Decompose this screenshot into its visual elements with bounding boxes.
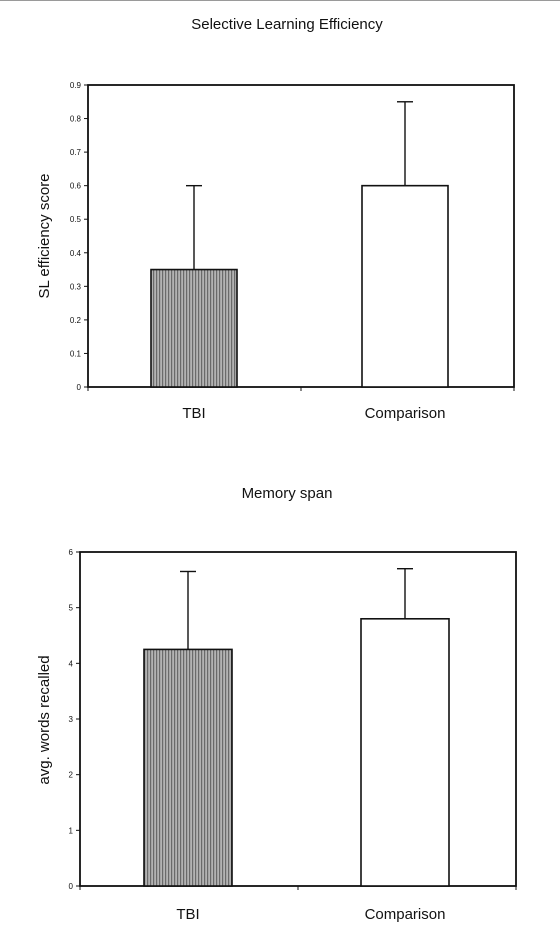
- bar-comparison: [360, 617, 450, 887]
- y-ticks: 0 0.1 0.2 0.3 0.4 0.5 0.6 0.7 0.8 0.9: [70, 81, 88, 392]
- chart-selective-learning: Selective Learning Efficiency SL efficie…: [36, 16, 515, 422]
- y-tick-label: 5: [69, 604, 74, 613]
- bar-tbi: [143, 648, 233, 887]
- error-bars: [186, 101, 413, 270]
- category-labels: TBI Comparison: [176, 906, 445, 923]
- y-axis-label: SL efficiency score: [36, 173, 53, 298]
- x-ticks: [87, 387, 515, 391]
- y-tick-label: 0.5: [70, 215, 82, 224]
- y-tick-label: 0: [77, 383, 82, 392]
- y-tick-label: 0.3: [70, 282, 82, 291]
- category-label-comparison: Comparison: [365, 906, 446, 923]
- y-tick-label: 0.2: [70, 316, 82, 325]
- bar-tbi: [150, 268, 238, 388]
- y-tick-label: 2: [69, 771, 74, 780]
- chart-title: Memory span: [242, 485, 333, 502]
- error-bars: [180, 568, 413, 650]
- bar-comparison: [361, 184, 449, 388]
- y-tick-label: 4: [69, 659, 74, 668]
- y-tick-label: 0.1: [70, 349, 82, 358]
- y-ticks: 0 1 2 3 4 5 6: [69, 548, 80, 891]
- y-tick-label: 0.6: [70, 182, 82, 191]
- category-label-tbi: TBI: [176, 906, 199, 923]
- y-tick-label: 0.8: [70, 115, 82, 124]
- y-tick-label: 3: [69, 715, 74, 724]
- bars: [143, 617, 450, 887]
- y-tick-label: 6: [69, 548, 74, 557]
- y-tick-label: 0.4: [70, 249, 82, 258]
- bars: [150, 184, 449, 388]
- x-ticks: [79, 886, 517, 890]
- y-tick-label: 1: [69, 826, 74, 835]
- y-tick-label: 0.9: [70, 81, 82, 90]
- top-rule: [0, 0, 560, 1]
- chart-memory-span: Memory span avg. words recalled 0123456 …: [36, 485, 517, 923]
- category-labels: TBI Comparison: [182, 405, 445, 422]
- y-tick-label: 0: [69, 882, 74, 891]
- category-label-tbi: TBI: [182, 405, 205, 422]
- y-tick-label: 0.7: [70, 148, 82, 157]
- chart-title: Selective Learning Efficiency: [191, 16, 383, 33]
- y-axis-label: avg. words recalled: [36, 655, 53, 784]
- category-label-comparison: Comparison: [365, 405, 446, 422]
